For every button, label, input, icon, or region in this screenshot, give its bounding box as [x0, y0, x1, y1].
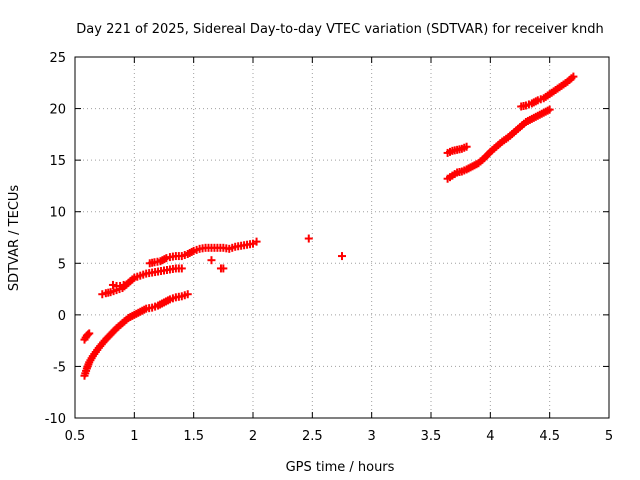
plot-border	[74, 56, 610, 419]
data-point	[84, 330, 93, 339]
x-tick-label: 1	[130, 429, 138, 444]
y-tick-label: -10	[45, 412, 66, 427]
data-point	[183, 290, 192, 299]
data-point	[219, 264, 228, 273]
data-point	[177, 264, 186, 273]
y-tick-label: 5	[58, 257, 66, 272]
x-tick-label: 5	[605, 429, 613, 444]
x-tick-label: 2	[249, 429, 257, 444]
data-point	[569, 72, 578, 81]
x-tick-label: 4.5	[539, 429, 560, 444]
y-tick-label: 20	[49, 103, 66, 118]
data-point	[252, 237, 261, 246]
x-tick-label: 3	[368, 429, 376, 444]
chart-title: Day 221 of 2025, Sidereal Day-to-day VTE…	[76, 22, 603, 37]
x-tick-label: 0.5	[65, 429, 86, 444]
y-tick-label: -5	[53, 360, 66, 375]
x-tick-label: 4	[486, 429, 494, 444]
data-point	[304, 234, 313, 243]
y-tick-label: 10	[49, 206, 66, 221]
data-point	[119, 280, 128, 289]
y-axis-label: SDTVAR / TECUs	[7, 185, 22, 292]
data-point	[207, 256, 216, 265]
y-tick-label: 15	[49, 154, 66, 169]
data-points	[80, 72, 578, 380]
data-point	[462, 142, 471, 151]
y-axis: -10 -5 0 5 10 15 20 25	[45, 51, 609, 427]
data-point	[338, 252, 346, 261]
plot-frame	[74, 56, 610, 419]
x-axis: 0.5 1 1.5 2 2.5 3 3.5 4 4.5 5	[65, 57, 613, 444]
data-point	[85, 329, 94, 338]
x-tick-label: 2.5	[302, 429, 323, 444]
x-axis-label: GPS time / hours	[286, 460, 395, 475]
x-tick-label: 3.5	[421, 429, 442, 444]
y-tick-label: 0	[58, 309, 66, 324]
y-tick-label: 25	[49, 51, 66, 66]
data-point	[545, 105, 554, 114]
grid	[75, 57, 609, 418]
x-tick-label: 1.5	[183, 429, 204, 444]
